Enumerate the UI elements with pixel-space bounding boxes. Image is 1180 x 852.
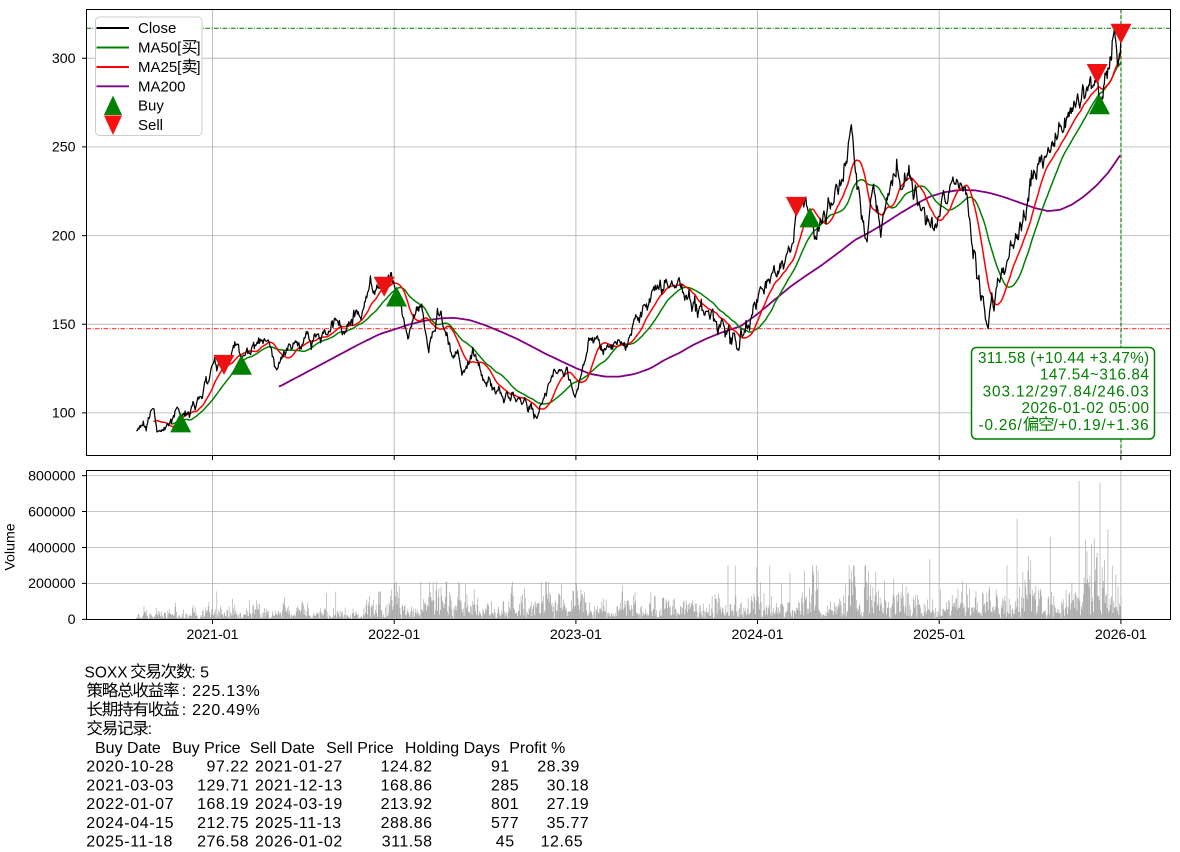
svg-text:MA200: MA200 bbox=[138, 79, 186, 96]
svg-text:30.18: 30.18 bbox=[547, 777, 590, 794]
svg-text:2025-11-13: 2025-11-13 bbox=[255, 815, 342, 832]
svg-text:Sell: Sell bbox=[138, 117, 163, 134]
svg-text:2026-01: 2026-01 bbox=[1095, 627, 1147, 643]
svg-text:2026-01-02: 2026-01-02 bbox=[255, 834, 343, 851]
svg-text:35.77: 35.77 bbox=[547, 815, 590, 832]
svg-text:2021-01-27: 2021-01-27 bbox=[255, 759, 343, 776]
svg-text:2021-03-03: 2021-03-03 bbox=[86, 777, 174, 794]
svg-text:12.65: 12.65 bbox=[541, 834, 584, 851]
svg-text:SOXX: SOXX bbox=[85, 664, 129, 681]
svg-text:: 225.13%: : 225.13% bbox=[182, 683, 261, 700]
svg-text:285: 285 bbox=[491, 777, 519, 794]
svg-text:Buy: Buy bbox=[138, 98, 164, 115]
svg-text:577: 577 bbox=[491, 815, 519, 832]
svg-text:Buy Price: Buy Price bbox=[172, 740, 241, 757]
svg-text:Buy Date: Buy Date bbox=[95, 740, 161, 757]
svg-text:-0.26/: -0.26/ bbox=[979, 417, 1023, 434]
svg-text:0: 0 bbox=[68, 612, 76, 628]
svg-text:2020-10-28: 2020-10-28 bbox=[86, 759, 174, 776]
svg-text:2021-01: 2021-01 bbox=[186, 627, 238, 643]
svg-text:168.86: 168.86 bbox=[381, 777, 433, 794]
svg-text:311.58 (+10.44 +3.47%): 311.58 (+10.44 +3.47%) bbox=[978, 350, 1150, 367]
svg-text:28.39: 28.39 bbox=[537, 759, 580, 776]
svg-text:MA25[: MA25[ bbox=[138, 59, 182, 76]
svg-text:Profit %: Profit % bbox=[509, 740, 565, 757]
svg-text:]: ] bbox=[196, 59, 200, 76]
svg-text:311.58: 311.58 bbox=[382, 834, 433, 851]
svg-text:2022-01: 2022-01 bbox=[368, 627, 420, 643]
svg-text:2023-01: 2023-01 bbox=[550, 627, 602, 643]
svg-text:2024-04-15: 2024-04-15 bbox=[86, 815, 174, 832]
svg-text:250: 250 bbox=[52, 140, 76, 156]
svg-text:147.54~316.84: 147.54~316.84 bbox=[1040, 367, 1150, 384]
svg-text:150: 150 bbox=[52, 317, 76, 333]
svg-text:288.86: 288.86 bbox=[381, 815, 433, 832]
svg-text:Sell Date: Sell Date bbox=[250, 740, 315, 757]
svg-text:Holding Days: Holding Days bbox=[405, 740, 500, 757]
svg-text:27.19: 27.19 bbox=[547, 796, 590, 813]
svg-text:212.75: 212.75 bbox=[197, 815, 249, 832]
svg-text:MA50[: MA50[ bbox=[138, 40, 182, 57]
svg-text:400000: 400000 bbox=[28, 540, 75, 556]
svg-text:800000: 800000 bbox=[28, 468, 75, 484]
svg-text:/+0.19/+1.36: /+0.19/+1.36 bbox=[1053, 417, 1149, 434]
svg-text:200: 200 bbox=[52, 228, 76, 244]
svg-text:2024-01: 2024-01 bbox=[731, 627, 783, 643]
svg-text:Close: Close bbox=[138, 20, 176, 37]
svg-text:91: 91 bbox=[491, 759, 510, 776]
svg-text:129.71: 129.71 bbox=[197, 777, 249, 794]
svg-text:600000: 600000 bbox=[28, 504, 75, 520]
svg-text:801: 801 bbox=[491, 796, 519, 813]
svg-text:300: 300 bbox=[52, 51, 76, 67]
svg-text:45: 45 bbox=[496, 834, 515, 851]
svg-text:2022-01-07: 2022-01-07 bbox=[86, 796, 174, 813]
svg-text:2025-01: 2025-01 bbox=[913, 627, 965, 643]
svg-text:Volume: Volume bbox=[3, 523, 19, 570]
svg-text:303.12/297.84/246.03: 303.12/297.84/246.03 bbox=[983, 383, 1150, 400]
svg-text::: : bbox=[148, 721, 152, 738]
svg-text:: 220.49%: : 220.49% bbox=[182, 702, 261, 719]
svg-text:: 5: : 5 bbox=[191, 664, 209, 681]
svg-text:200000: 200000 bbox=[28, 576, 75, 592]
svg-text:2021-12-13: 2021-12-13 bbox=[255, 777, 343, 794]
svg-text:2025-11-18: 2025-11-18 bbox=[86, 834, 173, 851]
svg-text:124.82: 124.82 bbox=[381, 759, 433, 776]
svg-text:Sell Price: Sell Price bbox=[326, 740, 394, 757]
svg-text:]: ] bbox=[196, 40, 200, 57]
svg-text:276.58: 276.58 bbox=[197, 834, 249, 851]
svg-text:2026-01-02 05:00: 2026-01-02 05:00 bbox=[1022, 400, 1150, 417]
svg-text:168.19: 168.19 bbox=[197, 796, 249, 813]
svg-text:100: 100 bbox=[52, 406, 76, 422]
svg-text:2024-03-19: 2024-03-19 bbox=[255, 796, 343, 813]
svg-text:97.22: 97.22 bbox=[206, 759, 249, 776]
svg-text:213.92: 213.92 bbox=[381, 796, 433, 813]
